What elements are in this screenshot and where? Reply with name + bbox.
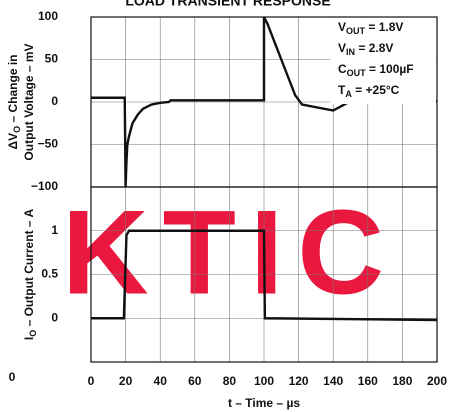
watermark: KTIC [62,186,398,320]
x-tick-label: 0 [88,374,95,388]
label-part: O [28,330,38,337]
y-tick-label: 0.5 [41,267,58,281]
label-part: = 2.8V [355,41,393,55]
x-tick-label: 160 [358,374,378,388]
data-line [91,17,437,187]
x-axis-label: t – Time – µs [228,396,300,410]
x-tick-label: 180 [392,374,412,388]
x-tick-label: 200 [427,374,447,388]
label-part: = +25°C [352,83,400,97]
label-part: C [338,62,347,76]
label-part: O [12,126,22,133]
x-tick-label: 80 [223,374,237,388]
y-tick-label: −100 [31,179,58,193]
label-part: = 100µF [366,62,414,76]
x-tick-label: 140 [323,374,343,388]
y-axis-label: ΔVO – Change in [6,55,22,150]
y-tick-label: 1 [51,223,58,237]
annotation-box [330,18,436,104]
x-tick-label: 60 [188,374,202,388]
y-tick-label: −50 [38,137,59,151]
y-axis-label: Output Voltage – mV [22,43,36,160]
label-part: I [22,337,36,340]
y-tick-label: 100 [38,9,58,23]
plot-frame [90,186,438,363]
label-part: V [338,41,346,55]
label-part: – Output Current – A [22,209,36,330]
label-part: = 1.8V [365,20,403,34]
x-tick-label: 20 [119,374,133,388]
edge-label: 0 [9,370,16,384]
label-part: OUT [346,26,366,36]
annotation: VIN = 2.8V [338,41,393,57]
annotation: COUT = 100µF [338,62,414,78]
annotation: VOUT = 1.8V [338,20,403,36]
label-part: OUT [347,68,367,78]
label-part: ΔV [6,133,20,150]
label-part: A [345,89,352,99]
y-tick-label: 0 [51,310,58,324]
label-part: V [338,20,346,34]
y-tick-label: 50 [45,52,59,66]
y-tick-label: 0 [51,94,58,108]
label-part: IN [346,47,355,57]
x-tick-label: 40 [154,374,168,388]
annotation: TA = +25°C [338,83,400,99]
y-axis-label: IO – Output Current – A [22,209,38,341]
x-tick-label: 100 [254,374,274,388]
label-part: µs [286,396,300,410]
label-part: t – Time – [228,396,286,410]
label-part: Output Voltage – mV [22,43,36,160]
label-part: T [338,83,346,97]
label-part: – Change in [6,55,20,126]
chart-title: LOAD TRANSIENT RESPONSE [125,0,330,9]
x-tick-label: 120 [289,374,309,388]
data-line [91,229,437,322]
